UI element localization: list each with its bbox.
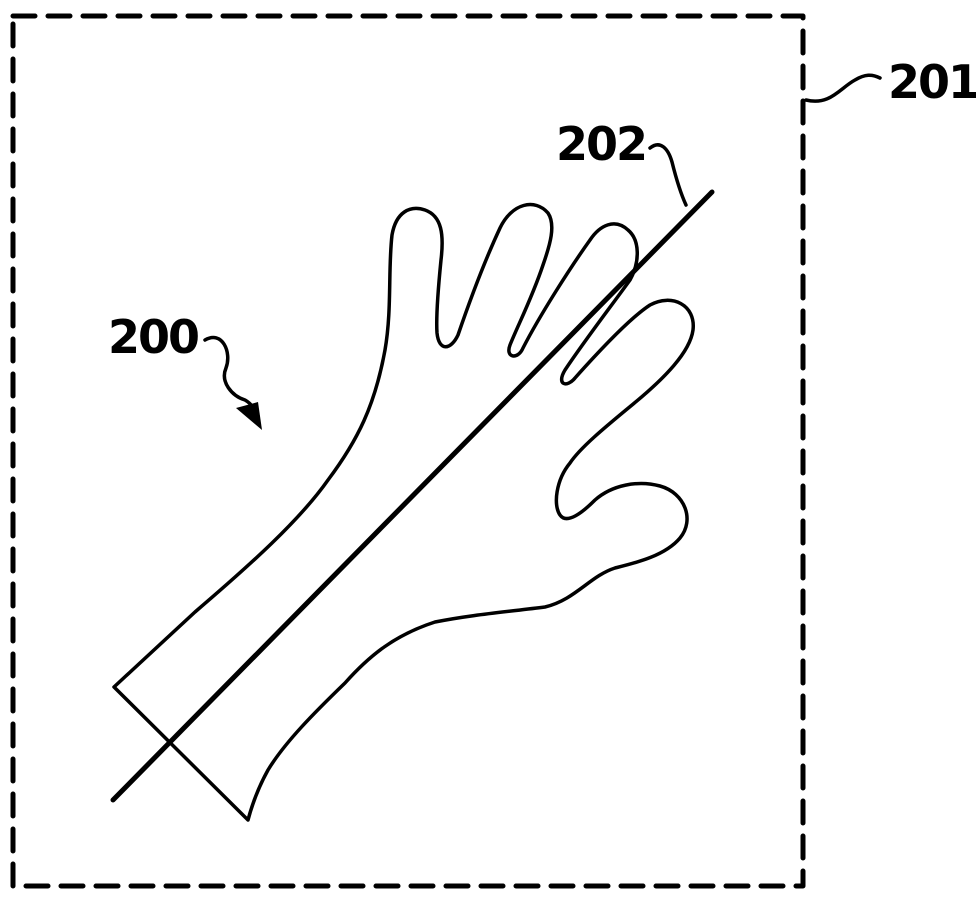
label-hand-200: 200: [108, 310, 198, 364]
boundary-leader-line: [806, 75, 880, 101]
axis-line: [113, 192, 712, 800]
label-axis-202: 202: [556, 117, 646, 171]
axis-leader-line: [650, 145, 686, 205]
dashed-boundary-box: [13, 16, 803, 886]
arrowhead-icon: [236, 402, 262, 430]
label-boundary-201: 201: [888, 55, 976, 109]
